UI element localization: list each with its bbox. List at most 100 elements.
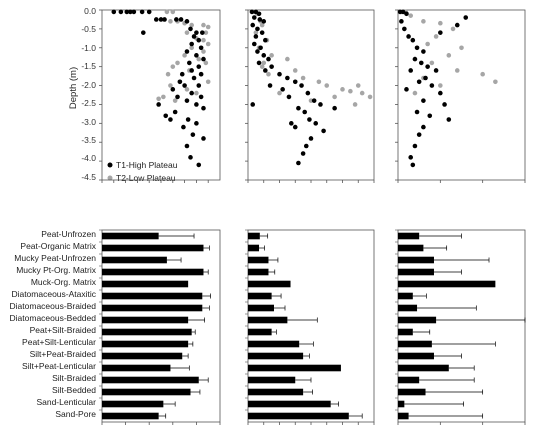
depth-tick-5: -2.5 — [81, 98, 96, 108]
point-b-s0-5 — [261, 19, 267, 24]
point-b-s0-28 — [318, 102, 323, 107]
bar-d-5 — [102, 292, 203, 300]
point-b-s0-27 — [311, 98, 317, 103]
point-b-s0-18 — [263, 68, 268, 73]
point-a-s0-29 — [191, 75, 197, 81]
point-b-s1-7 — [285, 56, 290, 62]
depth-tick-4: -2.0 — [81, 80, 96, 90]
category-label-10: Silt+Peat-Braided — [30, 349, 97, 359]
depth-axis-label: Depth (m) — [68, 67, 79, 109]
point-c-s0-31 — [438, 30, 443, 35]
point-b-s0-14 — [261, 53, 267, 58]
bar-e-9 — [248, 340, 300, 348]
point-c-s1-11 — [480, 71, 485, 77]
point-a-s1-5 — [189, 22, 194, 28]
category-label-1: Peat-Organic Matrix — [20, 241, 96, 251]
point-a-s1-23 — [205, 79, 211, 85]
category-label-5: Diatomaceous-Ataxitic — [11, 289, 96, 299]
point-a-s0-34 — [189, 90, 194, 96]
category-label-9: Peat+Silt-Lenticular — [22, 337, 96, 347]
bar-f-5 — [398, 292, 413, 300]
point-c-s0-20 — [414, 109, 420, 115]
point-c-s0-30 — [463, 15, 469, 20]
point-b-s0-41 — [250, 102, 256, 107]
point-b-s0-12 — [258, 45, 263, 51]
point-c-s0-3 — [399, 19, 404, 24]
point-b-s0-4 — [257, 17, 263, 22]
point-b-s0-23 — [299, 83, 304, 88]
point-b-s1-13 — [340, 87, 345, 92]
category-label-11: Silt+Peat-Lenticular — [22, 361, 96, 371]
bar-f-14 — [398, 400, 405, 408]
point-b-s0-11 — [252, 41, 257, 47]
bar-d-9 — [102, 340, 189, 348]
point-a-s0-26 — [189, 68, 194, 73]
point-b-s0-34 — [292, 124, 298, 130]
point-b-s0-7 — [255, 26, 260, 32]
panel-c — [395, 9, 526, 183]
depth-tick-0: 0.0 — [84, 6, 96, 16]
point-b-s0-10 — [263, 37, 268, 43]
point-a-s0-46 — [190, 132, 196, 137]
point-a-s0-11 — [174, 17, 179, 22]
point-a-s0-21 — [184, 49, 190, 54]
point-b-s1-18 — [332, 94, 337, 100]
bar-e-10 — [248, 352, 304, 360]
bar-d-4 — [102, 280, 189, 288]
point-a-s1-12 — [205, 41, 211, 47]
bar-e-0 — [248, 232, 260, 240]
point-c-s0-25 — [412, 143, 418, 149]
point-b-s0-16 — [256, 60, 262, 66]
point-a-s0-1 — [118, 9, 124, 15]
bar-f-6 — [398, 304, 418, 312]
bar-e-1 — [248, 244, 260, 252]
bar-e-8 — [248, 328, 272, 336]
point-c-s0-9 — [412, 56, 418, 62]
point-a-s1-15 — [182, 53, 187, 58]
point-a-s0-49 — [188, 155, 193, 160]
point-b-s1-19 — [308, 98, 314, 103]
point-a-s1-13 — [189, 45, 194, 51]
point-a-s0-47 — [201, 136, 206, 141]
point-b-s0-29 — [296, 105, 301, 111]
point-c-s1-6 — [433, 34, 439, 39]
point-a-s0-51 — [168, 117, 173, 122]
chart-panels — [99, 9, 526, 425]
category-label-12: Silt-Braided — [52, 373, 96, 383]
point-a-s1-25 — [168, 83, 173, 88]
point-c-s1-5 — [450, 26, 456, 32]
point-c-s0-26 — [408, 155, 414, 160]
bar-e-6 — [248, 304, 274, 312]
point-c-s0-18 — [421, 98, 426, 103]
point-a-s1-2 — [168, 19, 173, 24]
point-c-s0-8 — [421, 49, 426, 54]
point-a-s0-25 — [196, 64, 202, 69]
point-b-s0-3 — [252, 15, 257, 20]
point-a-s0-24 — [187, 60, 192, 66]
point-c-s0-22 — [446, 117, 452, 122]
bar-d-12 — [102, 376, 199, 384]
depth-tick-2: -1.0 — [81, 43, 96, 53]
point-a-s0-37 — [184, 98, 190, 103]
bar-f-2 — [398, 256, 434, 264]
point-b-s1-15 — [359, 90, 365, 96]
point-a-s1-22 — [165, 71, 171, 77]
point-a-s0-14 — [188, 26, 193, 32]
point-b-s1-12 — [324, 83, 330, 88]
category-label-3: Mucky Pt-Org. Matrix — [16, 265, 97, 275]
point-b-s0-24 — [280, 87, 285, 92]
point-c-s1-9 — [429, 60, 435, 66]
point-c-s1-4 — [438, 20, 443, 26]
bar-e-5 — [248, 292, 272, 300]
point-a-s1-26 — [184, 87, 190, 92]
point-b-s1-11 — [316, 79, 322, 85]
point-a-s0-16 — [200, 30, 205, 35]
point-c-s0-28 — [404, 87, 409, 92]
category-label-14: Sand-Lenticular — [36, 397, 96, 407]
point-a-s0-35 — [175, 94, 180, 100]
point-a-s0-32 — [182, 83, 187, 88]
point-c-s0-1 — [400, 9, 406, 15]
panel-a — [99, 9, 221, 183]
point-b-s0-39 — [296, 160, 301, 166]
point-a-s0-36 — [198, 94, 204, 100]
